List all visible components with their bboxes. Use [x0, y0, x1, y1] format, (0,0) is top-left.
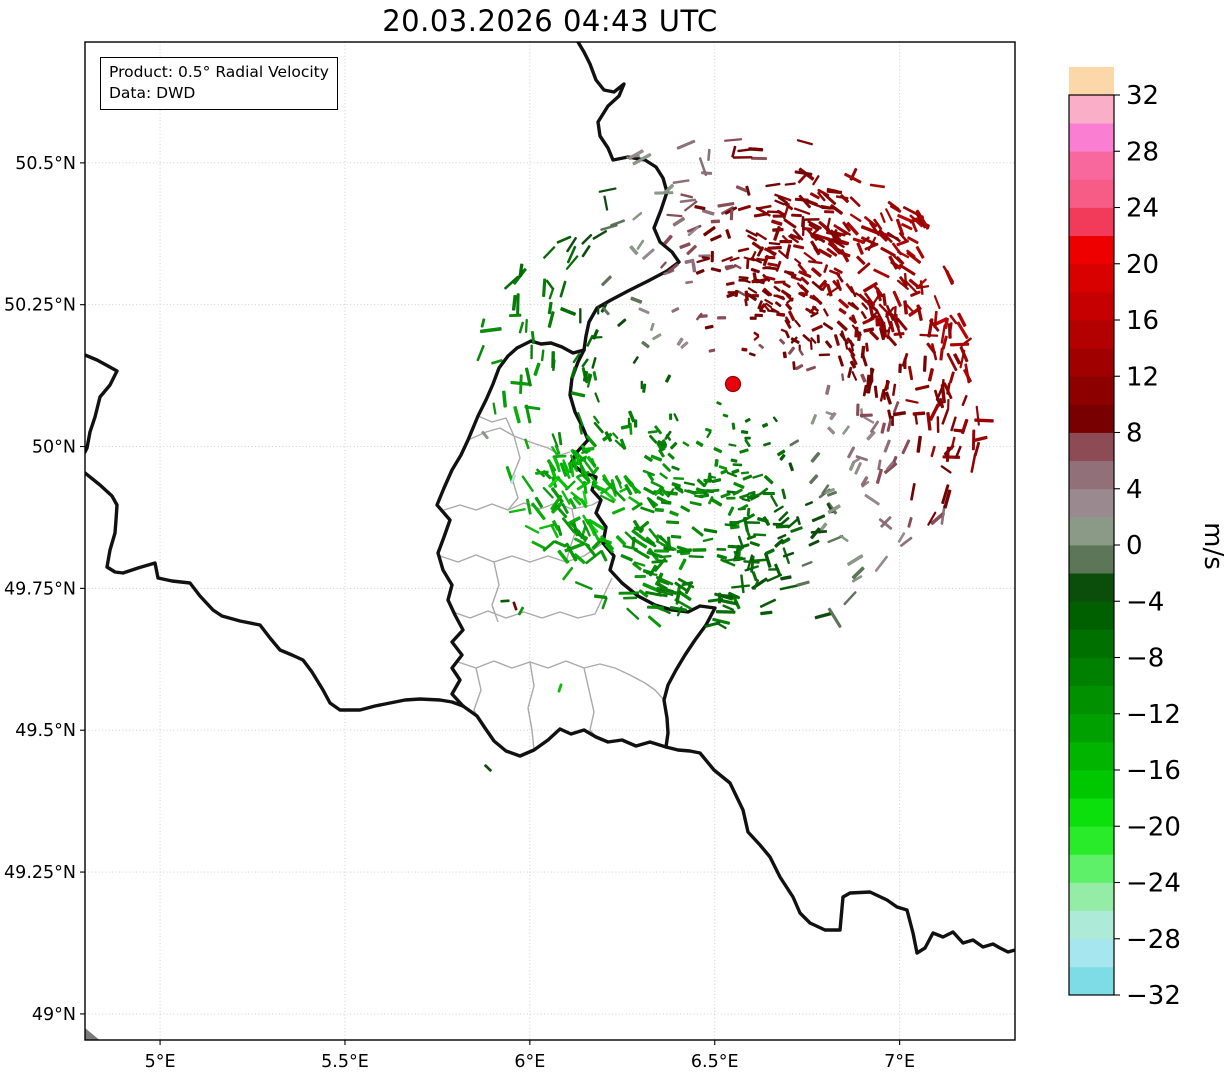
- country-border-belgium-germany: [576, 42, 681, 352]
- colorbar-unit-label: m/s: [1198, 522, 1225, 570]
- colorbar-band: [1069, 601, 1114, 630]
- data-source-line: Data: DWD: [109, 84, 196, 103]
- canton-border-line: [477, 415, 515, 437]
- x-axis-tick-label: 7°E: [884, 1052, 915, 1072]
- colorbar-band: [1069, 66, 1114, 96]
- colorbar-band: [1069, 938, 1114, 968]
- y-axis-tick-label: 49.5°N: [15, 721, 76, 741]
- colorbar-tick-label: −24: [1126, 869, 1181, 899]
- radar-site-marker: [724, 375, 742, 393]
- colorbar-band: [1069, 95, 1114, 124]
- colorbar-tick-label: −28: [1126, 925, 1181, 955]
- canton-border-line: [527, 661, 535, 751]
- canton-border-line: [583, 667, 597, 738]
- country-border-belgium-france-wedge: [85, 353, 119, 454]
- colorbar-tick-label: −8: [1126, 644, 1164, 674]
- colorbar-band: [1069, 798, 1114, 827]
- country-borders: [85, 42, 1015, 955]
- colorbar-band: [1069, 741, 1114, 771]
- colorbar-tick-label: 16: [1126, 306, 1159, 336]
- colorbar-band: [1069, 854, 1114, 883]
- colorbar-tick-label: 24: [1126, 194, 1159, 224]
- country-border-luxembourg-west: [435, 346, 519, 708]
- plot-frame: [84, 41, 1016, 1041]
- colorbar-band: [1069, 882, 1114, 912]
- colorbar-band: [1069, 657, 1114, 687]
- country-border-luxembourg-north: [515, 339, 586, 355]
- canton-border-line: [457, 660, 665, 701]
- colorbar-band: [1069, 179, 1114, 208]
- canton-border-line: [443, 499, 602, 511]
- colorbar-band: [1069, 348, 1114, 377]
- x-axis-tick-label: 5.5°E: [321, 1052, 369, 1072]
- colorbar-band: [1069, 207, 1114, 237]
- colorbar-band: [1069, 545, 1114, 574]
- corner-border-patch: [85, 1028, 100, 1040]
- product-annotation-box: Product: 0.5° Radial Velocity Data: DWD: [100, 57, 338, 110]
- colorbar-tick-label: 4: [1126, 475, 1143, 505]
- x-axis-tick-label: 6.5°E: [691, 1052, 739, 1072]
- colorbar-band: [1069, 516, 1114, 546]
- colorbar-tick-label: 32: [1126, 81, 1159, 111]
- country-border-france-germany: [664, 745, 1015, 955]
- colorbar-band: [1069, 376, 1114, 405]
- colorbar-tick-label: 0: [1126, 531, 1143, 561]
- colorbar-tick-label: −12: [1126, 700, 1181, 730]
- x-axis-tick-label: 5°E: [145, 1052, 176, 1072]
- x-axis-tick-label: 6°E: [514, 1052, 545, 1072]
- colorbar-tick-label: −32: [1126, 981, 1181, 1011]
- y-axis-tick-label: 49.75°N: [4, 579, 76, 599]
- colorbar: 32 28 24 20 16 12 8 4 0 −4 −8 −12 −16 −20 −24 −28 −32: [1068, 66, 1181, 1011]
- map-layers: [85, 42, 1015, 1040]
- colorbar-band: [1069, 713, 1114, 743]
- colorbar-band: [1069, 910, 1114, 940]
- country-border-luxembourg-south: [461, 704, 668, 758]
- colorbar-band: [1069, 291, 1114, 321]
- colorbar-tick-label: 8: [1126, 419, 1143, 449]
- product-line: Product: 0.5° Radial Velocity: [109, 63, 329, 81]
- y-axis-tick-label: 49°N: [32, 1005, 76, 1025]
- colorbar-band: [1069, 770, 1114, 799]
- colorbar-tick-label: −16: [1126, 756, 1181, 786]
- colorbar-band: [1069, 320, 1114, 349]
- plot-title: 20.03.2026 04:43 UTC: [382, 4, 718, 38]
- grid-lines: 5°E 5.5°E 6°E 6.5°E 7°E 50.5°N 50.25°N 50°N 49.7…: [4, 42, 1015, 1072]
- colorbar-band: [1069, 432, 1114, 462]
- colorbar-band: [1069, 488, 1114, 518]
- colorbar-tick-label: −4: [1126, 587, 1164, 617]
- y-axis-tick-label: 50.25°N: [4, 296, 76, 316]
- y-axis-tick-label: 50°N: [32, 438, 76, 458]
- velocity-gates: [476, 137, 994, 772]
- colorbar-band: [1069, 966, 1114, 996]
- colorbar-band: [1069, 404, 1114, 433]
- colorbar-tick-label: −20: [1126, 812, 1181, 842]
- colorbar-tick-label: 20: [1126, 250, 1159, 280]
- country-border-belgium-france: [85, 471, 465, 712]
- y-axis-tick-label: 49.25°N: [4, 863, 76, 883]
- colorbar-band: [1069, 123, 1114, 152]
- colorbar-band: [1069, 235, 1114, 265]
- colorbar-tick-label: 28: [1126, 137, 1159, 167]
- country-border-luxembourg-east: [568, 348, 717, 749]
- colorbar-band: [1069, 573, 1114, 602]
- canton-border-line: [473, 667, 482, 717]
- colorbar-band: [1069, 263, 1114, 293]
- canton-border-line: [452, 577, 613, 619]
- colorbar-band: [1069, 151, 1114, 180]
- colorbar-tick-label: 12: [1126, 362, 1159, 392]
- colorbar-band: [1069, 826, 1114, 855]
- colorbar-band: [1069, 685, 1114, 715]
- colorbar-band: [1069, 460, 1114, 490]
- y-axis-tick-label: 50.5°N: [15, 154, 76, 174]
- colorbar-band: [1069, 629, 1114, 658]
